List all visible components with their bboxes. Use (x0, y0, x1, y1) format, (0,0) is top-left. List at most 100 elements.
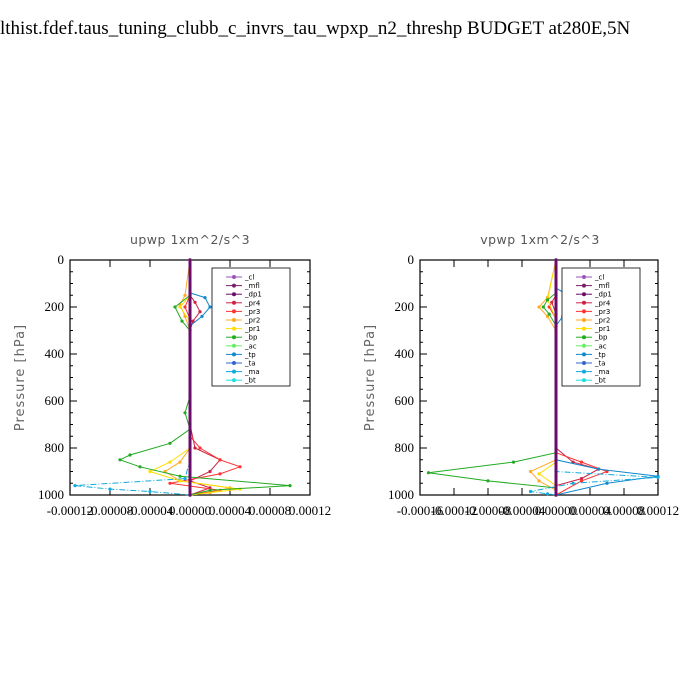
series-point (178, 460, 182, 464)
legend-box (211, 267, 291, 387)
legend-label: _pr4 (244, 299, 261, 307)
series-point (656, 475, 660, 479)
legend-marker (582, 361, 586, 365)
series-point (547, 312, 551, 316)
series-point (537, 479, 541, 483)
x-tick-label: 0.00000 (169, 503, 211, 518)
series-point (208, 488, 212, 492)
x-tick-label: 0.00008 (603, 503, 645, 518)
legend-marker (232, 300, 236, 305)
series-point (178, 479, 182, 483)
chart-title: upwp 1xm^2/s^3 (130, 232, 250, 247)
x-tick-label: -0.00012 (47, 503, 94, 518)
legend-marker (232, 283, 236, 288)
series-point (178, 474, 182, 478)
series-point (579, 479, 584, 483)
legend-label: _pr3 (594, 308, 610, 316)
series-point (183, 293, 187, 297)
series-point (579, 477, 584, 481)
legend-label: _pr2 (594, 317, 610, 325)
y-tick-label: 600 (395, 393, 415, 408)
legend-marker (232, 335, 236, 340)
y-tick-label: 0 (58, 252, 65, 267)
series-point (537, 305, 541, 309)
series-point (596, 467, 601, 471)
legend-marker (582, 352, 586, 357)
legend-label: _bp (244, 334, 258, 342)
x-tick-label: -0.00008 (87, 503, 134, 518)
series-point (545, 492, 550, 496)
series-point (511, 460, 516, 464)
series-point (200, 314, 204, 318)
legend-label: _tp (594, 351, 606, 359)
series-point (541, 305, 545, 309)
chart-title: vpwp 1xm^2/s^3 (480, 232, 600, 247)
series-point (178, 305, 182, 309)
y-axis-label: Pressure [hPa] (363, 324, 378, 431)
legend-label: _ma (594, 368, 610, 376)
series-line-bp (118, 260, 291, 496)
series-point (571, 481, 575, 485)
series-line-pr3 (169, 260, 242, 496)
legend-marker (582, 378, 586, 383)
x-tick-label: -0.00004 (499, 503, 546, 518)
y-tick-label: 600 (45, 393, 65, 408)
legend-marker (232, 361, 236, 365)
legend-label: _bp (594, 334, 608, 342)
series-point (605, 481, 609, 485)
legend-marker (232, 352, 236, 357)
legend-marker (582, 283, 586, 288)
series-point (486, 479, 490, 483)
x-tick-label: 0.00012 (289, 503, 331, 518)
series-point (218, 458, 222, 462)
page-title: lthist.fdef.taus_tuning_clubb_c_invrs_ta… (0, 18, 631, 39)
chart-panel-1: upwp 1xm^2/s^3 Pressure [hPa] 0 200 400 600 80… (13, 232, 331, 518)
series-point (198, 310, 202, 314)
x-tick-label: 0.00004 (569, 503, 612, 518)
series-point (537, 472, 541, 476)
legend-marker (232, 275, 236, 279)
chart-panel-2: vpwp 1xm^2/s^3 Pressure [hPa] 0 200 400 600 80… (363, 232, 679, 518)
series-point (73, 484, 77, 488)
legend-label: _ta (594, 360, 606, 368)
legend-marker (582, 300, 586, 305)
series-point (579, 460, 584, 464)
series-line-tp (189, 260, 211, 495)
series-point (180, 319, 184, 323)
series-point (545, 314, 550, 318)
legend-label: _mfl (244, 282, 260, 290)
legend-marker (232, 292, 236, 297)
legend-marker (232, 343, 236, 348)
series-point (148, 489, 152, 494)
series-point (218, 472, 222, 476)
x-tick-label: -0.00008 (465, 503, 512, 518)
series-point (528, 489, 533, 494)
legend-label: _pr1 (244, 325, 260, 333)
legend-label: _bt (244, 377, 256, 385)
series-point (188, 258, 192, 262)
x-tick-label: -0.00004 (127, 503, 174, 518)
legend-label: _ac (244, 342, 257, 350)
series-point (288, 484, 292, 488)
legend-label: _ma (244, 368, 260, 376)
series-point (208, 469, 212, 474)
legend-marker (232, 326, 236, 331)
x-tick-label: 0.00012 (637, 503, 679, 518)
y-tick-label: 200 (395, 299, 415, 314)
legend-label: _cl (244, 274, 254, 282)
series-point (193, 300, 197, 304)
legend-label: _pr2 (244, 317, 260, 325)
series-point (168, 441, 172, 445)
series-point (545, 298, 550, 302)
series-line-bp (428, 260, 557, 495)
series-point (148, 469, 152, 474)
legend-label: _bt (594, 377, 606, 385)
legend-marker (582, 318, 586, 322)
series-point (118, 458, 122, 462)
series-point (108, 487, 112, 491)
y-tick-label: 1000 (388, 487, 414, 502)
y-tick-label: 200 (45, 299, 65, 314)
legend-marker (232, 318, 236, 322)
legend-label: _mfl (594, 282, 610, 290)
